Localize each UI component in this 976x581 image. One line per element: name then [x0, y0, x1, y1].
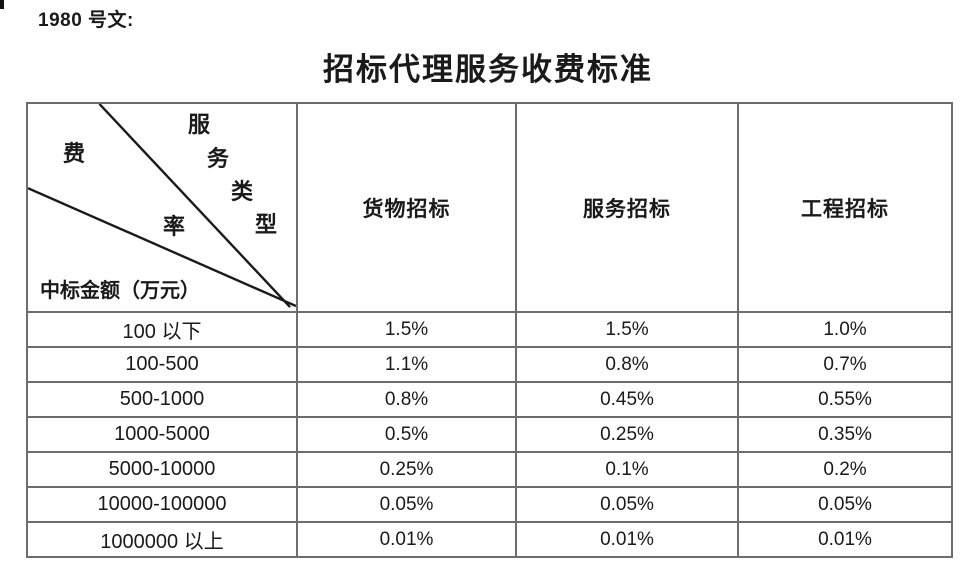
rate-value: 0.45%	[515, 381, 739, 418]
rate-value: 1.5%	[296, 311, 517, 348]
fee-standard-table: 服 务 类 型 费 率 中标金额（万元） 货物招标 服务招标 工程招标 100 …	[26, 102, 953, 558]
column-header-engineering: 工程招标	[737, 102, 953, 313]
corner-amount-label: 中标金额（万元）	[40, 278, 200, 302]
row-label: 1000-5000	[26, 416, 298, 453]
table-row: 5000-10000 0.25% 0.1% 0.2%	[26, 451, 953, 488]
corner-fee-rate-char-2: 率	[162, 214, 186, 240]
corner-service-type-char-3: 类	[230, 179, 254, 205]
diagonal-lines-icon	[29, 105, 295, 308]
rate-value: 1.0%	[737, 311, 953, 348]
rate-value: 0.8%	[515, 346, 739, 383]
rate-value: 0.05%	[515, 486, 739, 523]
table-header-row: 服 务 类 型 费 率 中标金额（万元） 货物招标 服务招标 工程招标	[26, 102, 953, 313]
rate-value: 0.1%	[515, 451, 739, 488]
rate-value: 0.25%	[296, 451, 517, 488]
table-row: 10000-100000 0.05% 0.05% 0.05%	[26, 486, 953, 523]
table-row: 1000-5000 0.5% 0.25% 0.35%	[26, 416, 953, 453]
rate-value: 1.1%	[296, 346, 517, 383]
rate-value: 0.8%	[296, 381, 517, 418]
table-row: 100 以下 1.5% 1.5% 1.0%	[26, 311, 953, 348]
rate-value: 0.05%	[296, 486, 517, 523]
rate-value: 0.01%	[737, 521, 953, 558]
row-label: 100-500	[26, 346, 298, 383]
rate-value: 0.5%	[296, 416, 517, 453]
table-row: 100-500 1.1% 0.8% 0.7%	[26, 346, 953, 383]
corner-service-type-char-2: 务	[206, 146, 230, 172]
rate-value: 0.01%	[296, 521, 517, 558]
page-title: 招标代理服务收费标准	[323, 52, 653, 88]
column-header-goods: 货物招标	[296, 102, 517, 313]
row-label: 1000000 以上	[26, 521, 298, 558]
corner-service-type-char-1: 服	[187, 112, 211, 138]
row-label: 5000-10000	[26, 451, 298, 488]
rate-value: 0.01%	[515, 521, 739, 558]
rate-value: 0.2%	[737, 451, 953, 488]
rate-value: 1.5%	[515, 311, 739, 348]
row-label: 500-1000	[26, 381, 298, 418]
column-header-service: 服务招标	[515, 102, 739, 313]
corner-fee-rate-char-1: 费	[62, 141, 86, 167]
table-row: 500-1000 0.8% 0.45% 0.55%	[26, 381, 953, 418]
corner-service-type-char-4: 型	[254, 212, 278, 238]
row-label: 10000-100000	[26, 486, 298, 523]
diagonal-corner-cell: 服 务 类 型 费 率 中标金额（万元）	[26, 102, 298, 313]
rate-value: 0.35%	[737, 416, 953, 453]
rate-value: 0.05%	[737, 486, 953, 523]
scan-artifact-mark	[0, 0, 4, 9]
table-row: 1000000 以上 0.01% 0.01% 0.01%	[26, 521, 953, 558]
rate-value: 0.7%	[737, 346, 953, 383]
doc-number: 1980 号文:	[38, 10, 134, 31]
row-label: 100 以下	[26, 311, 298, 348]
rate-value: 0.55%	[737, 381, 953, 418]
rate-value: 0.25%	[515, 416, 739, 453]
